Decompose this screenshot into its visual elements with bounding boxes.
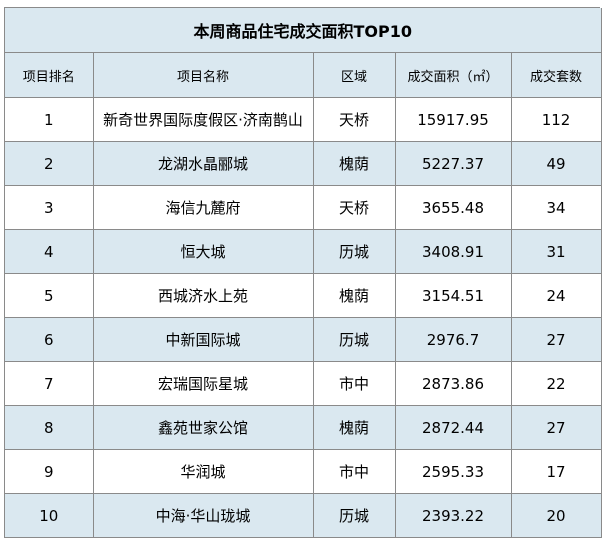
title-row: 本周商品住宅成交面积TOP10 [5, 8, 602, 53]
table-row: 10 中海·华山珑城 历城 2393.22 20 [5, 493, 602, 538]
table-row: 5 西城济水上苑 槐荫 3154.51 24 [5, 273, 602, 318]
cell-name: 中海·华山珑城 [93, 493, 314, 538]
cell-district: 天桥 [313, 97, 396, 142]
cell-district: 槐荫 [313, 141, 396, 186]
cell-units: 112 [511, 97, 602, 142]
cell-name: 宏瑞国际星城 [93, 361, 314, 406]
cell-name: 龙湖水晶郦城 [93, 141, 314, 186]
cell-rank: 7 [5, 361, 94, 406]
cell-name: 华润城 [93, 449, 314, 494]
table-row: 9 华润城 市中 2595.33 17 [5, 449, 602, 494]
cell-units: 24 [511, 273, 602, 318]
cell-district: 槐荫 [313, 405, 396, 450]
cell-area: 2873.86 [395, 361, 512, 406]
header-rank: 项目排名 [5, 52, 94, 98]
cell-rank: 6 [5, 317, 94, 362]
cell-units: 31 [511, 229, 602, 274]
ranking-table: 本周商品住宅成交面积TOP10 项目排名 项目名称 区域 成交面积（㎡） 成交套… [5, 8, 602, 538]
cell-area: 5227.37 [395, 141, 512, 186]
header-area: 成交面积（㎡） [395, 52, 512, 98]
cell-area: 2393.22 [395, 493, 512, 538]
cell-units: 22 [511, 361, 602, 406]
table-title: 本周商品住宅成交面积TOP10 [5, 8, 602, 53]
cell-district: 天桥 [313, 185, 396, 230]
cell-district: 历城 [313, 493, 396, 538]
table-row: 6 中新国际城 历城 2976.7 27 [5, 317, 602, 362]
cell-district: 市中 [313, 449, 396, 494]
header-row: 项目排名 项目名称 区域 成交面积（㎡） 成交套数 [5, 52, 602, 98]
table-row: 1 新奇世界国际度假区·济南鹊山 天桥 15917.95 112 [5, 97, 602, 142]
table-row: 2 龙湖水晶郦城 槐荫 5227.37 49 [5, 141, 602, 186]
cell-rank: 8 [5, 405, 94, 450]
cell-units: 27 [511, 317, 602, 362]
cell-name: 新奇世界国际度假区·济南鹊山 [93, 97, 314, 142]
cell-area: 2595.33 [395, 449, 512, 494]
cell-rank: 9 [5, 449, 94, 494]
cell-district: 槐荫 [313, 273, 396, 318]
table-row: 8 鑫苑世家公馆 槐荫 2872.44 27 [5, 405, 602, 450]
cell-rank: 4 [5, 229, 94, 274]
ranking-table-container: 本周商品住宅成交面积TOP10 项目排名 项目名称 区域 成交面积（㎡） 成交套… [4, 7, 602, 538]
cell-area: 3154.51 [395, 273, 512, 318]
cell-area: 15917.95 [395, 97, 512, 142]
cell-rank: 3 [5, 185, 94, 230]
cell-district: 历城 [313, 229, 396, 274]
cell-rank: 1 [5, 97, 94, 142]
cell-units: 20 [511, 493, 602, 538]
cell-units: 49 [511, 141, 602, 186]
cell-name: 中新国际城 [93, 317, 314, 362]
header-district: 区域 [313, 52, 396, 98]
table-row: 4 恒大城 历城 3408.91 31 [5, 229, 602, 274]
table-row: 7 宏瑞国际星城 市中 2873.86 22 [5, 361, 602, 406]
cell-district: 市中 [313, 361, 396, 406]
cell-name: 海信九麓府 [93, 185, 314, 230]
cell-name: 鑫苑世家公馆 [93, 405, 314, 450]
cell-units: 27 [511, 405, 602, 450]
cell-rank: 10 [5, 493, 94, 538]
cell-rank: 2 [5, 141, 94, 186]
cell-name: 恒大城 [93, 229, 314, 274]
cell-area: 3655.48 [395, 185, 512, 230]
cell-district: 历城 [313, 317, 396, 362]
header-name: 项目名称 [93, 52, 314, 98]
cell-units: 17 [511, 449, 602, 494]
cell-units: 34 [511, 185, 602, 230]
cell-area: 2976.7 [395, 317, 512, 362]
cell-area: 2872.44 [395, 405, 512, 450]
cell-area: 3408.91 [395, 229, 512, 274]
table-row: 3 海信九麓府 天桥 3655.48 34 [5, 185, 602, 230]
header-units: 成交套数 [511, 52, 602, 98]
cell-name: 西城济水上苑 [93, 273, 314, 318]
cell-rank: 5 [5, 273, 94, 318]
